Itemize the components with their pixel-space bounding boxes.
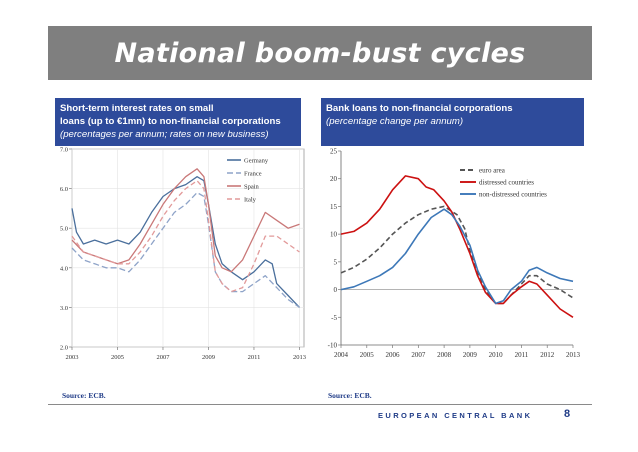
y-tick-label: 15 <box>330 203 338 211</box>
plot-frame <box>71 148 305 348</box>
x-tick-label: 2012 <box>540 351 555 359</box>
x-tick-label: 2009 <box>463 351 478 359</box>
bank-loans-chart: 25 20 15 10 5 0 -5 -10 2004 2005 2006 2007 2008 2009 2… <box>314 146 586 368</box>
x-tick-label: 2013 <box>293 354 306 361</box>
y-tick-label: 25 <box>330 148 338 156</box>
x-tick-label: 2003 <box>66 354 79 361</box>
legend-label-france: France <box>244 171 262 178</box>
series-line-france <box>71 191 300 308</box>
left-header-line2: loans (up to €1mn) to non-financial corp… <box>60 116 281 127</box>
y-tick-label: 7.0 <box>60 147 68 154</box>
x-tick-label: 2010 <box>489 351 504 359</box>
series-line-euro-area <box>340 205 574 305</box>
footer-institution: EUROPEAN CENTRAL BANK <box>378 411 533 420</box>
slide-title: National boom-bust cycles <box>114 37 526 69</box>
x-tick-label: 2005 <box>360 351 375 359</box>
x-tick-label: 2009 <box>202 354 215 361</box>
y-tick-label: -10 <box>328 342 338 350</box>
interest-rates-chart: 2.0 3.0 4.0 5.0 6.0 7.0 2003 2005 2007 2009 2011 20… <box>55 146 310 366</box>
right-source-note: Source: ECB. <box>328 391 372 400</box>
x-tick-label: 2013 <box>566 351 581 359</box>
footer-divider <box>48 404 592 405</box>
y-tick-label: 2.0 <box>60 345 68 352</box>
x-tick-label: 2007 <box>411 351 426 359</box>
title-bar: National boom-bust cycles <box>48 26 592 80</box>
y-tick-label: 6.0 <box>60 186 68 193</box>
left-source-note: Source: ECB. <box>62 391 106 400</box>
y-tick-label: 3.0 <box>60 305 68 312</box>
legend-label-distressed-countries: distressed countries <box>479 179 534 187</box>
x-tick-label: 2004 <box>334 351 349 359</box>
series-line-germany <box>71 176 300 308</box>
interest-rates-chart-svg: 2.0 3.0 4.0 5.0 6.0 7.0 2003 2005 2007 2009 2011 20… <box>60 147 306 362</box>
y-tick-label: 5 <box>334 258 338 266</box>
y-tick-label: 10 <box>330 231 338 239</box>
x-tick-label: 2011 <box>248 354 261 361</box>
series-line-distressed-countries <box>340 175 574 318</box>
y-tick-label: 20 <box>330 175 338 183</box>
y-tick-label: 0 <box>334 286 338 294</box>
x-tick-label: 2011 <box>515 351 529 359</box>
legend-label-non-distressed-countries: non-distressed countries <box>479 191 547 199</box>
x-tick-label: 2006 <box>386 351 401 359</box>
series-line-italy <box>71 180 300 293</box>
page-number: 8 <box>564 408 571 420</box>
y-tick-label: 4.0 <box>60 265 68 272</box>
legend-label-germany: Germany <box>244 158 269 165</box>
right-header-line2: (percentage change per annum) <box>326 116 464 127</box>
right-panel-header: Bank loans to non-financial corporations… <box>321 98 584 146</box>
y-tick-label: -5 <box>331 314 337 322</box>
x-tick-label: 2005 <box>111 354 124 361</box>
legend-label-italy: Italy <box>244 197 257 204</box>
series-line-non-distressed-countries <box>340 208 574 305</box>
left-header-line1: Short-term interest rates on small <box>60 103 214 114</box>
right-header-line1: Bank loans to non-financial corporations <box>326 103 513 114</box>
x-tick-label: 2007 <box>156 354 170 361</box>
legend-label-spain: Spain <box>244 184 260 191</box>
legend-label-euro-area: euro area <box>479 167 506 175</box>
left-panel-header: Short-term interest rates on small loans… <box>55 98 301 146</box>
left-header-line3: (percentages per annum; rates on new bus… <box>60 129 269 140</box>
x-tick-label: 2008 <box>437 351 452 359</box>
y-tick-label: 5.0 <box>60 226 68 233</box>
